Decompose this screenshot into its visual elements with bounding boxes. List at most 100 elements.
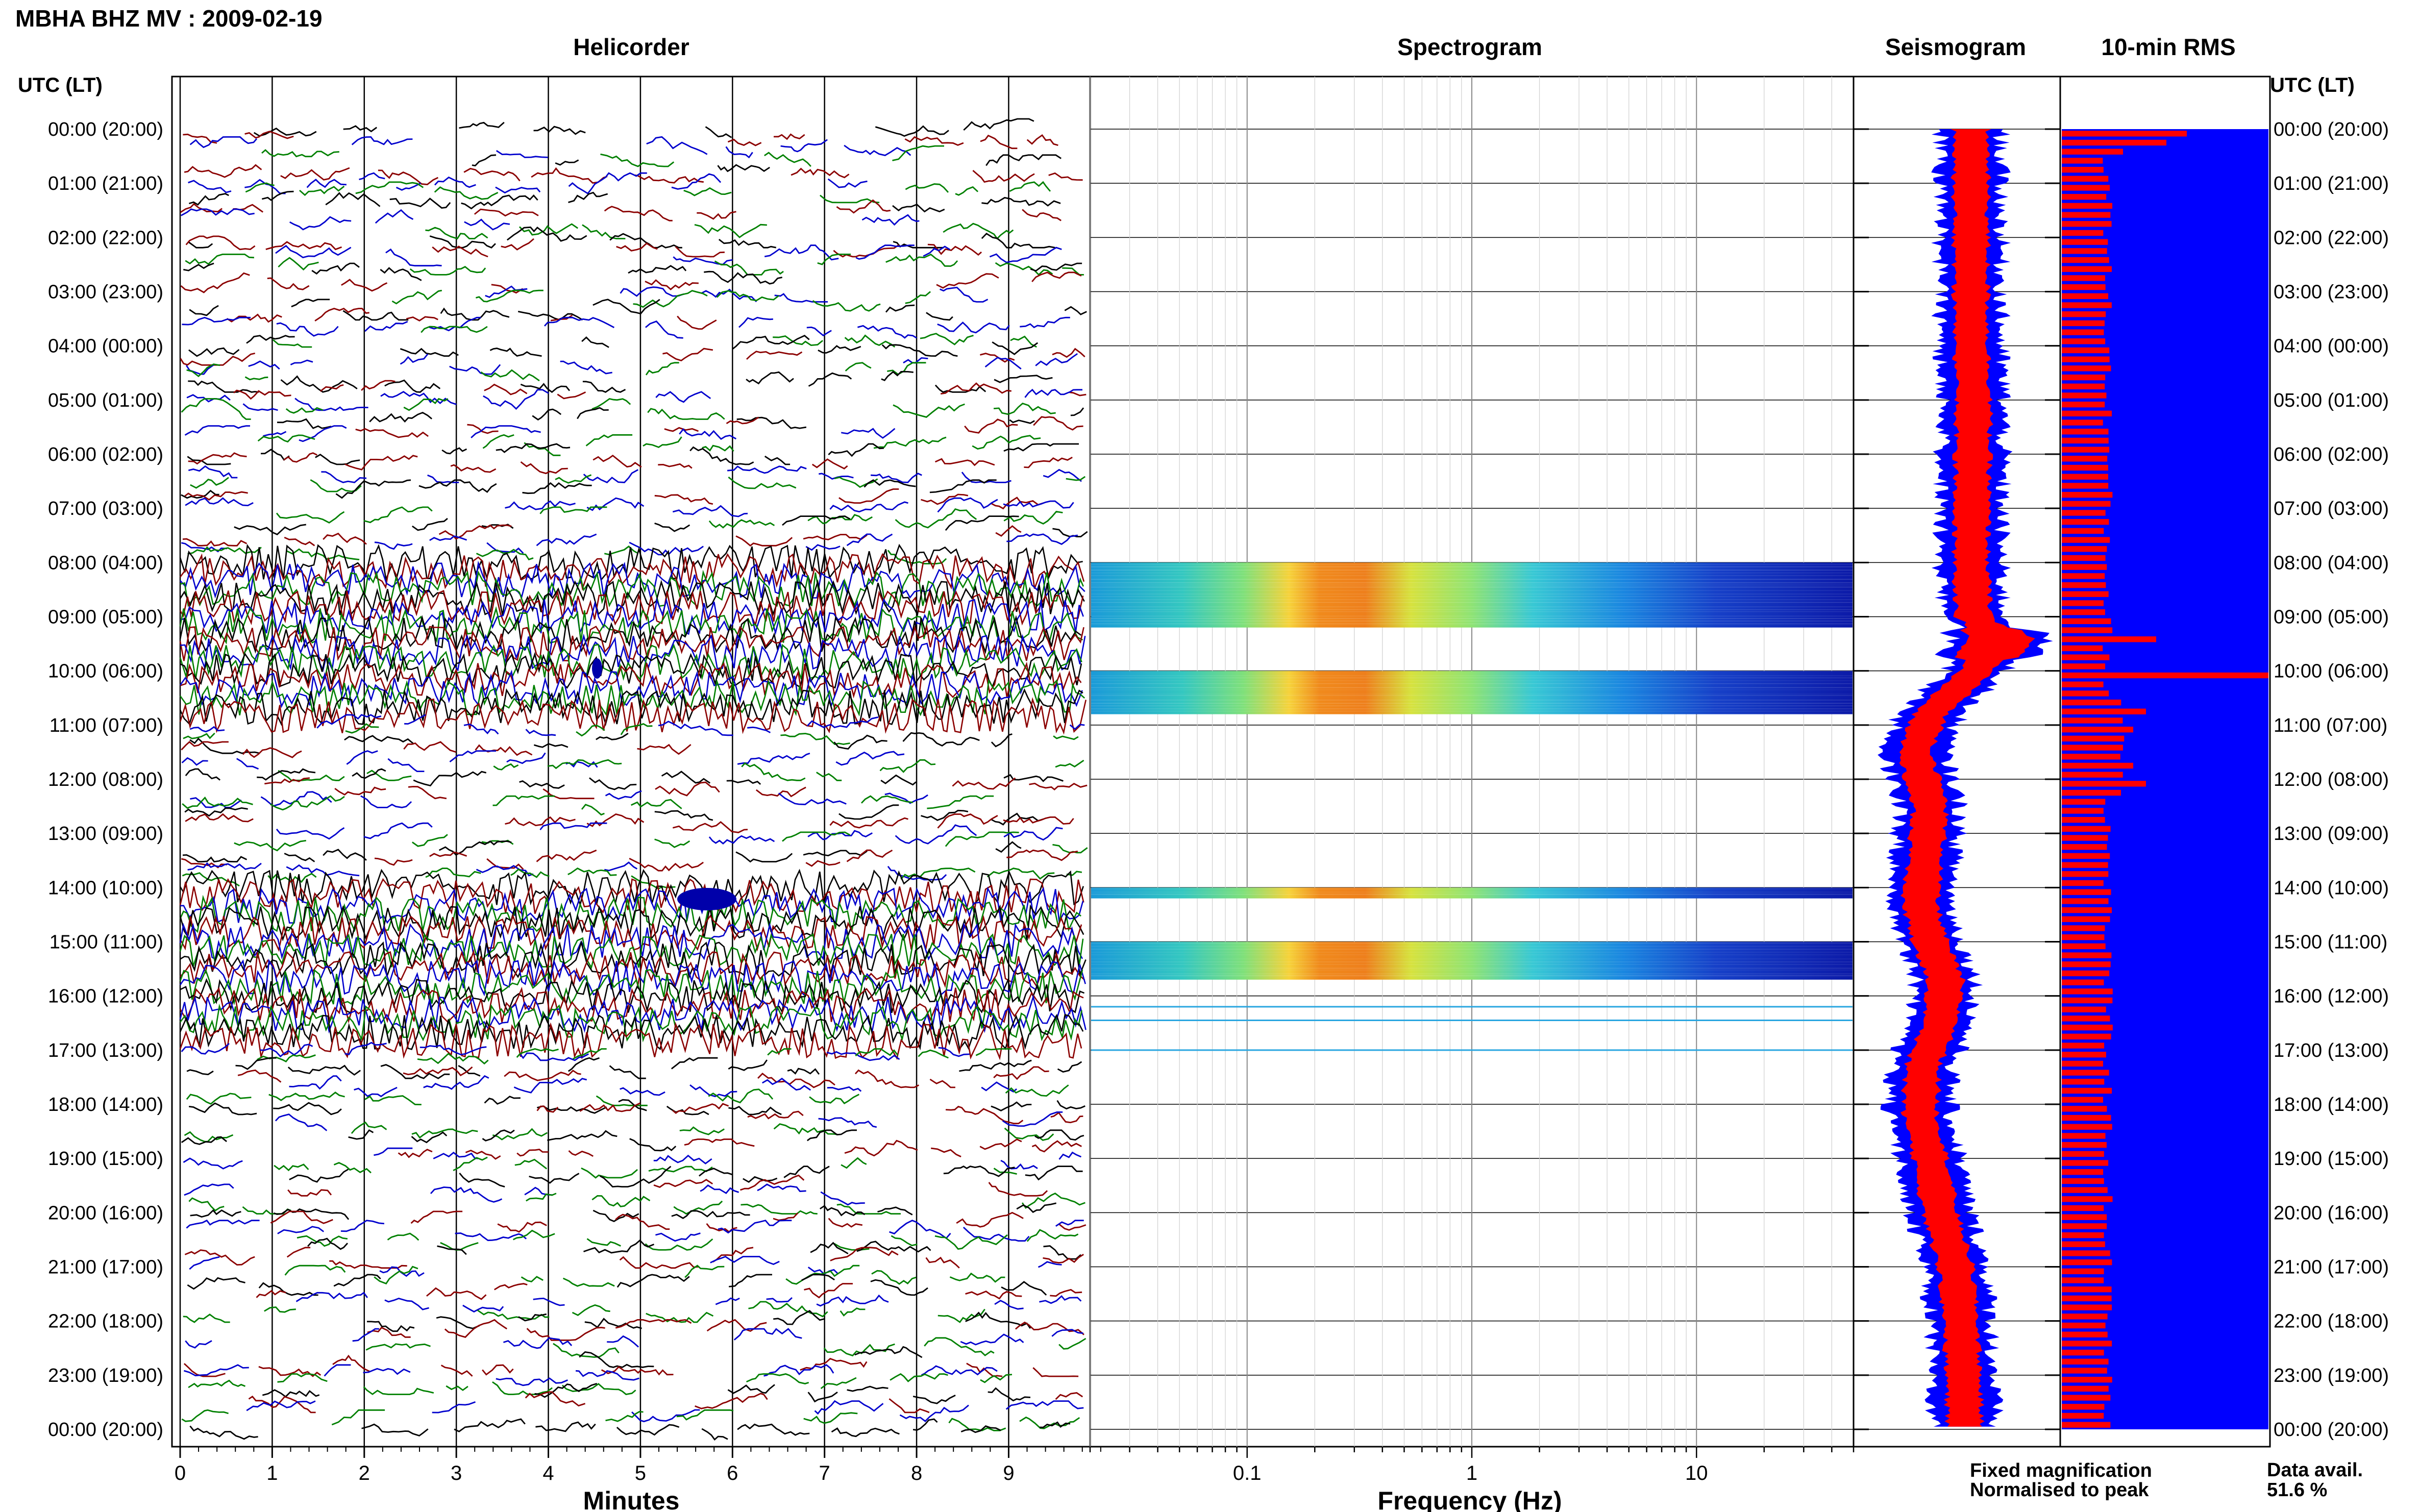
spectrogram-bands bbox=[1091, 562, 1853, 1051]
rms-bar bbox=[2062, 1286, 2112, 1293]
helicorder-trace-line bbox=[262, 1382, 1031, 1404]
rms-bar bbox=[2062, 365, 2111, 371]
helicorder-trace-line bbox=[186, 388, 1082, 411]
rms-bar bbox=[2062, 672, 2268, 679]
spectrogram-title: Spectrogram bbox=[1397, 34, 1542, 60]
rms-bar bbox=[2062, 266, 2112, 272]
hour-label-left: 10:00 (06:00) bbox=[48, 661, 163, 682]
rms-bar bbox=[2062, 176, 2109, 182]
rms-bar bbox=[2062, 1006, 2106, 1012]
helicorder-trace-line bbox=[179, 615, 1082, 655]
helicorder-trace-line bbox=[188, 1192, 1085, 1215]
data-avail-value: 51.6 % bbox=[2267, 1479, 2327, 1501]
hour-label-left: 12:00 (08:00) bbox=[48, 769, 163, 790]
rms-bar bbox=[2062, 212, 2111, 218]
rms-bar bbox=[2062, 1304, 2112, 1310]
helicorder-trace-line bbox=[179, 579, 1085, 617]
helicorder-trace-line bbox=[277, 407, 1084, 429]
helicorder-trace-line bbox=[189, 190, 1061, 213]
helicorder-trace-line bbox=[179, 543, 1083, 582]
rms-bar bbox=[2062, 1196, 2113, 1202]
helicorder-trace-line bbox=[188, 1373, 1013, 1395]
rms-title: 10-min RMS bbox=[2101, 34, 2235, 60]
rms-bar bbox=[2062, 1268, 2104, 1275]
hour-label-right: 09:00 (05:00) bbox=[2274, 607, 2389, 628]
rms-bar bbox=[2062, 1358, 2109, 1365]
helicorder-trace-line bbox=[179, 895, 1081, 933]
rms-bar bbox=[2062, 447, 2110, 453]
rms-bar bbox=[2062, 1422, 2111, 1428]
hour-label-right: 20:00 (16:00) bbox=[2274, 1202, 2389, 1224]
rms-bar bbox=[2062, 1133, 2106, 1139]
rms-bar bbox=[2062, 762, 2133, 769]
helicorder-x-tick-label: 5 bbox=[635, 1462, 646, 1484]
helicorder-grid bbox=[179, 77, 1009, 1447]
hour-label-right: 00:00 (20:00) bbox=[2274, 119, 2389, 140]
hour-label-left: 17:00 (13:00) bbox=[48, 1040, 163, 1061]
rms-bar bbox=[2062, 338, 2106, 344]
helicorder-trace-line bbox=[183, 1147, 1082, 1170]
helicorder-trace-line bbox=[253, 118, 1034, 138]
hour-label-left: 13:00 (09:00) bbox=[48, 823, 163, 845]
rms-bar bbox=[2062, 230, 2104, 236]
rms-bar bbox=[2062, 1087, 2112, 1094]
helicorder-trace-line bbox=[181, 479, 997, 499]
rms-bar bbox=[2062, 392, 2107, 399]
hour-label-left: 03:00 (23:00) bbox=[48, 282, 163, 303]
helicorder-trace-line bbox=[179, 922, 1083, 961]
helicorder-trace-line bbox=[186, 1219, 1084, 1242]
rms-bar bbox=[2062, 934, 2105, 940]
rms-bar bbox=[2062, 1070, 2109, 1076]
rms-bars bbox=[2062, 131, 2268, 1428]
hour-label-right: 14:00 (10:00) bbox=[2274, 877, 2389, 899]
rms-bar bbox=[2062, 979, 2104, 985]
helicorder-x-tick-label: 4 bbox=[542, 1462, 554, 1484]
helicorder-trace-line bbox=[179, 1003, 1082, 1043]
rms-bar bbox=[2062, 464, 2108, 471]
hour-label-left: 19:00 (15:00) bbox=[48, 1148, 163, 1170]
helicorder-trace-line bbox=[366, 1309, 1031, 1332]
rms-bar bbox=[2062, 916, 2110, 922]
rms-bar bbox=[2062, 501, 2111, 507]
rms-bar bbox=[2062, 1223, 2107, 1229]
rms-bar bbox=[2062, 555, 2106, 561]
helicorder-trace-line bbox=[185, 813, 1074, 833]
helicorder-trace-line bbox=[307, 1237, 1081, 1260]
helicorder-trace-line bbox=[181, 750, 905, 772]
rms-bar bbox=[2062, 510, 2106, 516]
rms-bar bbox=[2062, 491, 2113, 498]
helicorder-trace-line bbox=[179, 1022, 1082, 1060]
hour-label-right: 05:00 (01:00) bbox=[2274, 390, 2389, 411]
helicorder-trace-line bbox=[278, 759, 1084, 781]
rms-bar bbox=[2062, 745, 2123, 751]
helicorder-trace-line bbox=[187, 1274, 1047, 1296]
rms-bar bbox=[2062, 1043, 2105, 1049]
helicorder-trace-line bbox=[179, 878, 1084, 915]
helicorder-trace-line bbox=[184, 425, 896, 442]
hour-label-left: 00:00 (20:00) bbox=[48, 119, 163, 140]
helicorder-trace-line bbox=[182, 840, 1022, 863]
rms-bar bbox=[2062, 1060, 2103, 1067]
rms-panel: Data avail. 51.6 % bbox=[2059, 76, 2363, 1501]
rms-bar bbox=[2062, 131, 2187, 137]
rms-bar bbox=[2062, 356, 2110, 362]
rms-bar bbox=[2062, 284, 2106, 290]
rms-bar bbox=[2062, 690, 2109, 697]
rms-bar bbox=[2062, 772, 2123, 778]
hour-label-left: 20:00 (16:00) bbox=[48, 1202, 163, 1224]
rms-bar bbox=[2062, 925, 2105, 931]
rms-bar bbox=[2062, 781, 2146, 787]
rms-bar bbox=[2062, 880, 2104, 886]
rms-bar bbox=[2062, 600, 2104, 606]
helicorder-trace-line bbox=[180, 652, 1082, 689]
rms-bar bbox=[2062, 1404, 2105, 1410]
rms-bar bbox=[2062, 519, 2109, 525]
helicorder-trace-line bbox=[184, 488, 1044, 510]
rms-bar bbox=[2062, 799, 2106, 805]
helicorder-trace-line bbox=[287, 1174, 1048, 1197]
helicorder-trace-line bbox=[579, 1346, 923, 1368]
helicorder-frame bbox=[171, 76, 1091, 1448]
rms-bar bbox=[2062, 1295, 2112, 1302]
rms-bar bbox=[2062, 952, 2112, 958]
rms-bar bbox=[2062, 627, 2113, 633]
